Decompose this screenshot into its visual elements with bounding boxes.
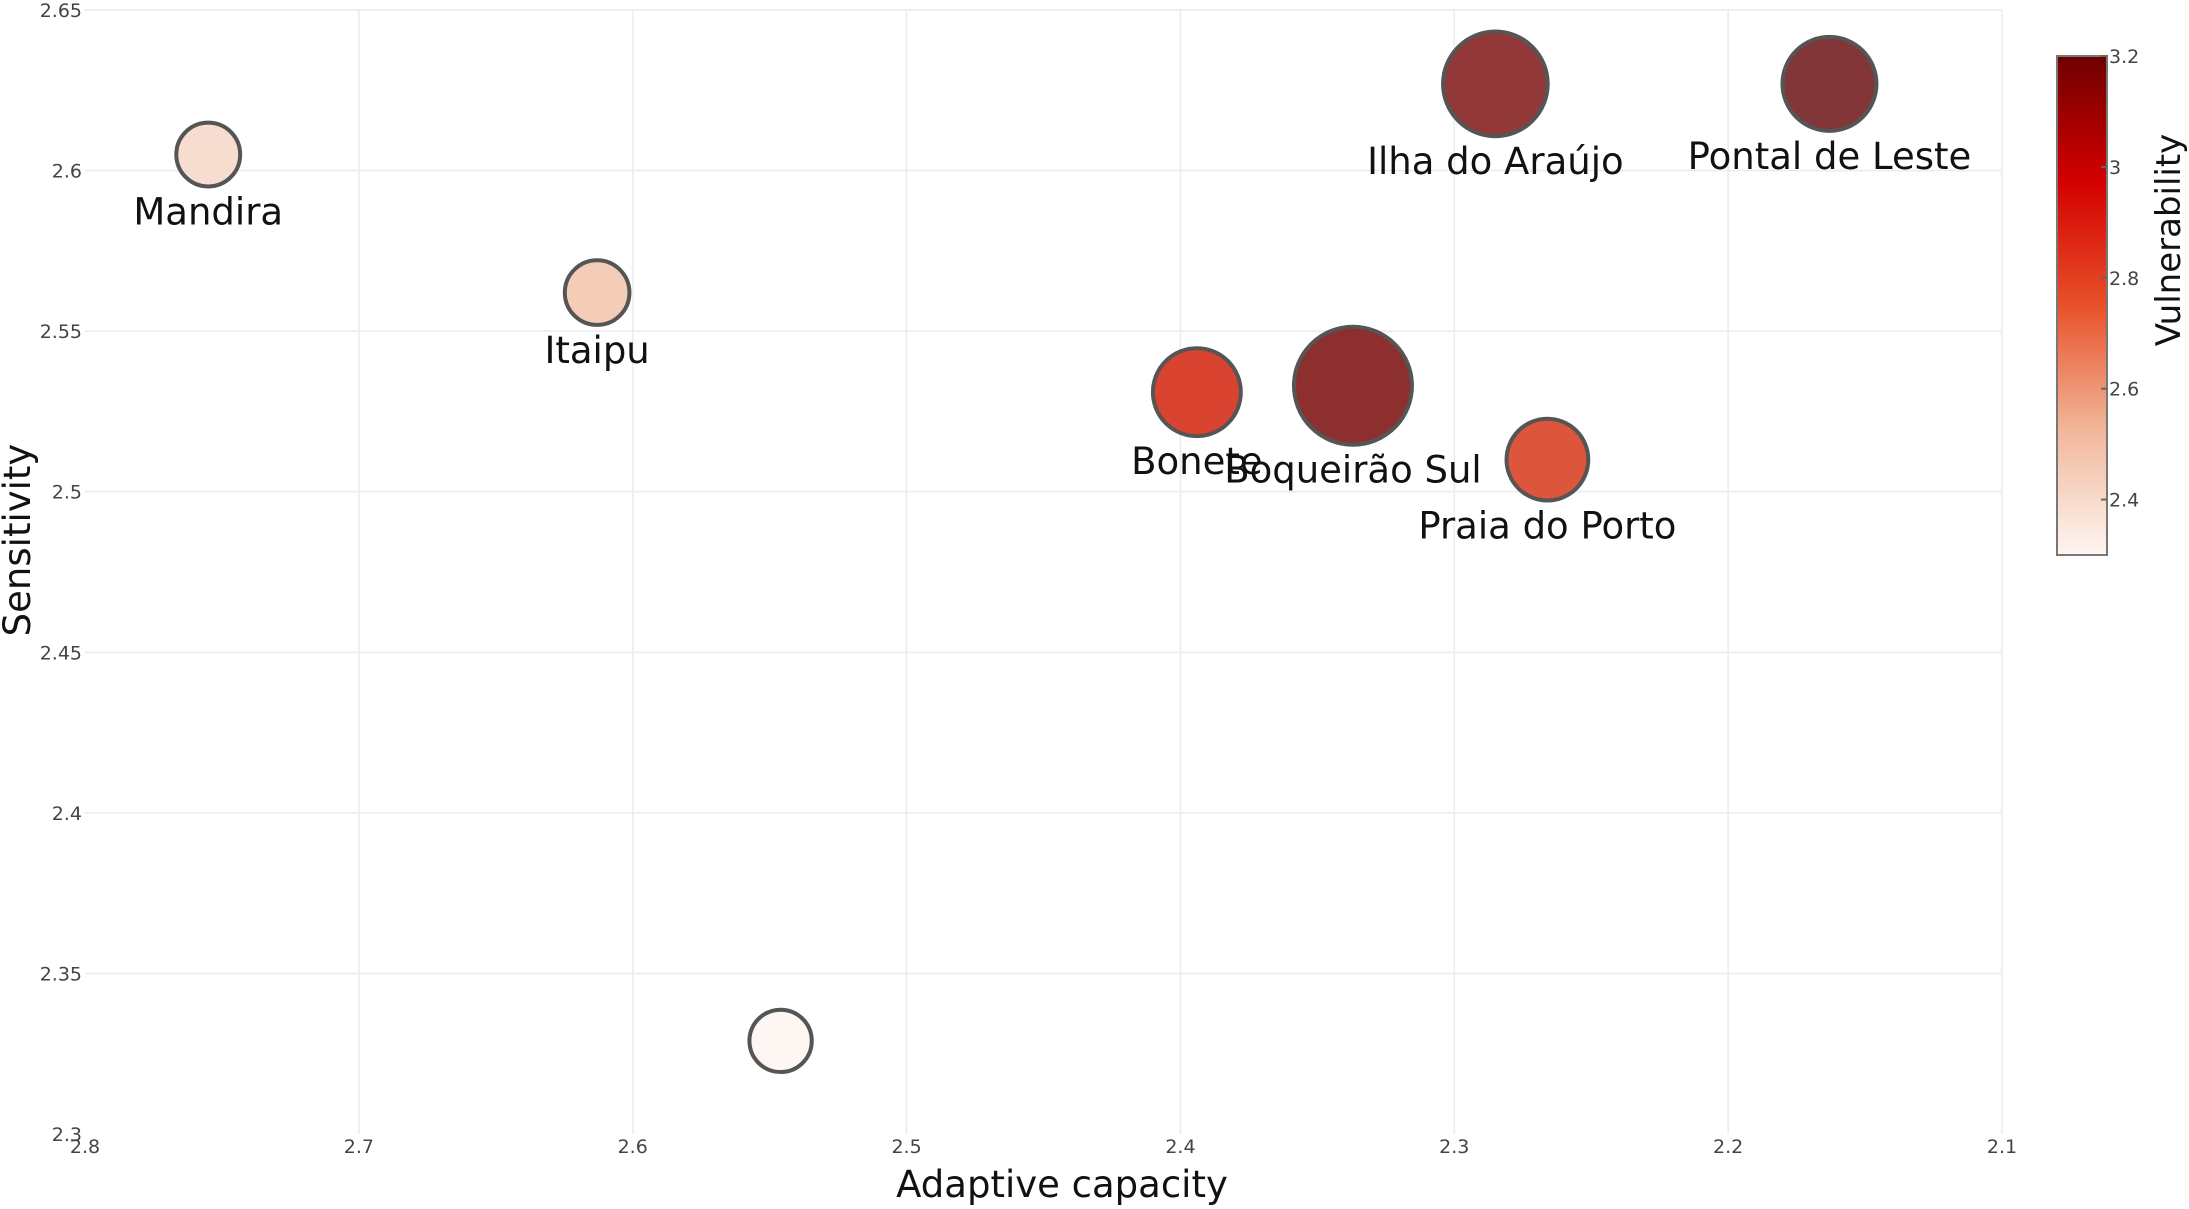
x-tick-label: 2.5: [891, 1136, 921, 1158]
y-tick-label: 2.65: [40, 0, 82, 22]
x-tick-label: 2.7: [344, 1136, 374, 1158]
data-point[interactable]: [1441, 29, 1550, 139]
x-axis-title: Adaptive capacity: [896, 1163, 1228, 1206]
point-label: Pontal de Leste: [1688, 135, 1972, 178]
colorbar-title: Vulnerability: [2149, 134, 2189, 347]
point-label: Ilha do Araújo: [1367, 140, 1624, 183]
colorbar-gradient: [2056, 55, 2108, 556]
y-tick-label: 2.6: [52, 161, 82, 183]
gridlines: [85, 9, 2003, 1134]
point-label: Boqueirão Sul: [1224, 449, 1482, 492]
colorbar-tick-label: 2.4: [2109, 490, 2139, 512]
y-tick-label: 2.5: [52, 482, 82, 504]
point-label: Itaipu: [544, 329, 649, 372]
colorbar-tick-label: 2.8: [2109, 268, 2139, 290]
x-tick-label: 2.3: [1439, 1136, 1469, 1158]
axis-ticks: 2.8 2.7 2.6 2.5 2.4 2.3 2.2 2.1 2.3 2.35 2.4 2.45 2.…: [40, 0, 2017, 1158]
x-tick-label: 2.2: [1713, 1136, 1743, 1158]
point-label: Bonete: [1131, 440, 1263, 483]
colorbar-tick-label: 3.2: [2109, 46, 2139, 68]
data-point[interactable]: [1291, 324, 1414, 447]
bubbles: [174, 29, 1879, 1075]
x-tick-label: 2.1: [1987, 1136, 2017, 1158]
colorbar-tick-label: 2.6: [2109, 379, 2139, 401]
y-tick-label: 2.45: [40, 642, 82, 664]
x-tick-label: 2.8: [70, 1136, 100, 1158]
point-label: Praia do Porto: [1418, 504, 1676, 547]
data-point[interactable]: [174, 120, 243, 189]
y-tick-label: 2.35: [40, 963, 82, 985]
y-axis-title: Sensitivity: [0, 444, 39, 637]
colorbar-tick-label: 3: [2109, 157, 2121, 179]
x-tick-label: 2.4: [1165, 1136, 1195, 1158]
y-tick-label: 2.3: [52, 1124, 82, 1146]
colorbar: 2.4 2.6 2.8 3 3.2: [2056, 46, 2139, 556]
y-tick-label: 2.55: [40, 321, 82, 343]
data-point[interactable]: [1780, 34, 1879, 133]
x-tick-label: 2.6: [618, 1136, 648, 1158]
data-point[interactable]: [747, 1007, 814, 1075]
data-point[interactable]: [1504, 416, 1591, 503]
point-label: Mandira: [133, 190, 283, 233]
data-point[interactable]: [562, 258, 632, 327]
data-point[interactable]: [1150, 346, 1243, 439]
y-tick-label: 2.4: [52, 803, 82, 825]
